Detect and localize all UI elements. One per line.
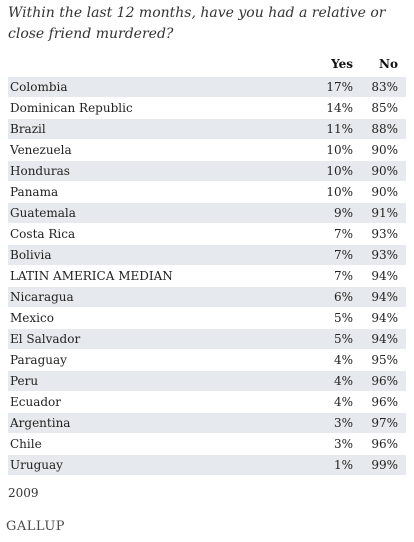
- table-row: Argentina 3% 97%: [8, 413, 406, 434]
- survey-year: 2009: [8, 486, 39, 500]
- country-label: Honduras: [10, 164, 70, 178]
- country-label: Guatemala: [10, 206, 76, 220]
- yes-value: 7%: [333, 227, 353, 241]
- country-label: LATIN AMERICA MEDIAN: [10, 269, 173, 283]
- yes-value: 14%: [326, 101, 353, 115]
- country-label: Costa Rica: [10, 227, 76, 241]
- country-label: Colombia: [10, 80, 68, 94]
- no-value: 96%: [371, 437, 398, 451]
- table-row: Peru 4% 96%: [8, 371, 406, 392]
- yes-value: 5%: [333, 311, 353, 325]
- yes-value: 3%: [333, 416, 353, 430]
- yes-value: 4%: [333, 395, 353, 409]
- table-row: Bolivia 7% 93%: [8, 245, 406, 266]
- yes-value: 4%: [333, 374, 353, 388]
- table-row: Paraguay 4% 95%: [8, 350, 406, 371]
- no-value: 91%: [371, 206, 398, 220]
- table-row: Honduras 10% 90%: [8, 161, 406, 182]
- table-row: Colombia 17% 83%: [8, 77, 406, 98]
- yes-value: 5%: [333, 332, 353, 346]
- no-value: 88%: [371, 122, 398, 136]
- country-label: Brazil: [10, 122, 46, 136]
- yes-value: 11%: [326, 122, 353, 136]
- table-row: Nicaragua 6% 94%: [8, 287, 406, 308]
- table-row: Mexico 5% 94%: [8, 308, 406, 329]
- no-value: 97%: [371, 416, 398, 430]
- yes-value: 4%: [333, 353, 353, 367]
- yes-value: 3%: [333, 437, 353, 451]
- no-value: 96%: [371, 374, 398, 388]
- table-row: Ecuador 4% 96%: [8, 392, 406, 413]
- country-label: Nicaragua: [10, 290, 74, 304]
- column-header-no: No: [379, 57, 398, 71]
- yes-value: 7%: [333, 248, 353, 262]
- table-row: Venezuela 10% 90%: [8, 140, 406, 161]
- country-label: El Salvador: [10, 332, 81, 346]
- yes-value: 6%: [333, 290, 353, 304]
- yes-value: 17%: [326, 80, 353, 94]
- table-row: Guatemala 9% 91%: [8, 203, 406, 224]
- country-label: Ecuador: [10, 395, 62, 409]
- country-label: Peru: [10, 374, 39, 388]
- table-row: El Salvador 5% 94%: [8, 329, 406, 350]
- no-value: 85%: [371, 101, 398, 115]
- country-label: Bolivia: [10, 248, 52, 262]
- data-table: Colombia 17% 83% Dominican Republic 14% 85% Br…: [8, 77, 406, 476]
- yes-value: 10%: [326, 143, 353, 157]
- gallup-logo: GALLUP: [6, 519, 66, 534]
- no-value: 95%: [371, 353, 398, 367]
- yes-value: 10%: [326, 164, 353, 178]
- no-value: 93%: [371, 248, 398, 262]
- country-label: Uruguay: [10, 458, 63, 472]
- country-label: Venezuela: [10, 143, 72, 157]
- no-value: 94%: [371, 290, 398, 304]
- country-label: Mexico: [10, 311, 54, 325]
- no-value: 94%: [371, 311, 398, 325]
- yes-value: 9%: [333, 206, 353, 220]
- country-label: Panama: [10, 185, 59, 199]
- table-row: Costa Rica 7% 93%: [8, 224, 406, 245]
- no-value: 83%: [371, 80, 398, 94]
- no-value: 96%: [371, 395, 398, 409]
- table-row: LATIN AMERICA MEDIAN 7% 94%: [8, 266, 406, 287]
- no-value: 93%: [371, 227, 398, 241]
- chart-title: Within the last 12 months, have you had …: [8, 5, 386, 42]
- no-value: 94%: [371, 269, 398, 283]
- table-row: Uruguay 1% 99%: [8, 455, 406, 476]
- table-row: Brazil 11% 88%: [8, 119, 406, 140]
- table-row: Panama 10% 90%: [8, 182, 406, 203]
- yes-value: 7%: [333, 269, 353, 283]
- country-label: Argentina: [10, 416, 71, 430]
- table-row: Chile 3% 96%: [8, 434, 406, 455]
- country-label: Paraguay: [10, 353, 67, 367]
- yes-value: 1%: [333, 458, 353, 472]
- table-header: Yes No: [8, 57, 406, 75]
- yes-value: 10%: [326, 185, 353, 199]
- no-value: 90%: [371, 164, 398, 178]
- no-value: 90%: [371, 143, 398, 157]
- no-value: 94%: [371, 332, 398, 346]
- no-value: 90%: [371, 185, 398, 199]
- country-label: Dominican Republic: [10, 101, 133, 115]
- table-row: Dominican Republic 14% 85%: [8, 98, 406, 119]
- no-value: 99%: [371, 458, 398, 472]
- column-header-yes: Yes: [331, 57, 353, 71]
- country-label: Chile: [10, 437, 42, 451]
